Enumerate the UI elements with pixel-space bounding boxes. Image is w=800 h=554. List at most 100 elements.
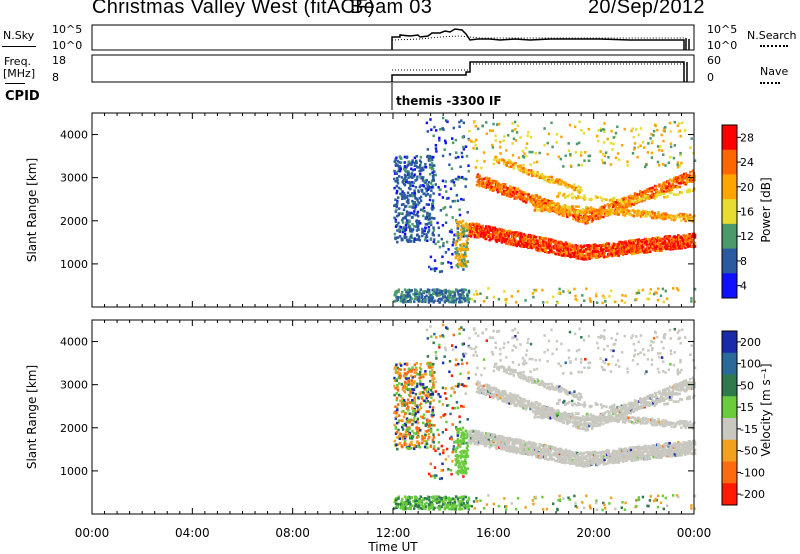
range-gate-cell	[429, 118, 432, 121]
range-gate-cell	[496, 231, 499, 234]
range-gate-cell	[464, 251, 467, 255]
range-gate-cell	[630, 209, 633, 213]
range-gate-cell	[680, 219, 683, 222]
range-gate-cell	[402, 415, 406, 419]
range-gate-cell	[395, 392, 398, 395]
range-gate-cell	[424, 401, 428, 404]
range-gate-cell	[433, 267, 437, 270]
range-gate-cell	[462, 145, 465, 149]
range-gate-cell	[431, 411, 435, 415]
range-gate-cell	[419, 195, 423, 199]
range-gate-cell	[510, 295, 513, 298]
range-gate-cell	[482, 185, 486, 188]
range-gate-cell	[584, 196, 587, 200]
range-gate-cell	[414, 403, 417, 407]
range-gate-cell	[409, 394, 412, 398]
range-gate-cell	[413, 371, 416, 374]
range-gate-cell	[397, 419, 401, 422]
nsky-trace	[391, 28, 690, 50]
range-gate-cell	[396, 182, 400, 185]
range-gate-cell	[610, 200, 613, 204]
range-gate-cell	[663, 196, 666, 199]
range-gate-cell	[408, 495, 411, 499]
range-gate-cell	[410, 233, 413, 237]
range-gate-cell	[396, 443, 400, 446]
range-gate-cell	[408, 501, 411, 504]
range-gate-cell	[401, 296, 405, 299]
range-gate-cell	[403, 380, 407, 384]
range-gate-cell	[487, 186, 490, 189]
range-gate-cell	[443, 148, 446, 151]
range-gate-cell	[534, 206, 537, 210]
range-gate-cell	[690, 137, 693, 140]
range-gate-cell	[537, 208, 540, 212]
range-gate-cell	[407, 176, 410, 179]
range-gate-cell	[413, 432, 416, 435]
range-gate-cell	[473, 300, 476, 303]
range-gate-cell	[418, 408, 421, 412]
range-gate-cell	[565, 243, 569, 247]
range-gate-cell	[534, 198, 537, 202]
range-gate-cell	[679, 179, 682, 182]
range-gate-cell	[462, 244, 465, 248]
range-gate-cell	[520, 232, 523, 235]
range-gate-cell	[664, 240, 667, 243]
range-gate-cell	[461, 500, 464, 503]
range-gate-cell	[514, 139, 518, 142]
range-gate-cell	[397, 428, 400, 432]
range-gate-cell	[624, 294, 627, 298]
range-gate-cell	[403, 372, 407, 375]
range-gate-cell	[513, 231, 517, 234]
range-gate-cell	[411, 437, 414, 440]
range-gate-cell	[433, 164, 436, 167]
range-gate-cell	[401, 230, 404, 234]
range-gate-cell	[417, 435, 420, 438]
range-gate-cell	[610, 248, 613, 251]
range-gate-cell	[413, 207, 417, 210]
range-gate-cell	[416, 175, 419, 179]
range-gate-cell	[413, 368, 416, 372]
range-gate-cell	[577, 245, 580, 249]
range-gate-cell	[494, 238, 497, 242]
range-gate-cell	[409, 507, 412, 511]
range-gate-cell	[644, 237, 648, 241]
range-gate-cell	[650, 193, 653, 197]
range-gate-cell	[438, 193, 441, 196]
range-gate-cell	[413, 194, 417, 197]
range-gate-cell	[522, 233, 526, 236]
range-gate-cell	[689, 146, 692, 149]
range-gate-cell	[620, 144, 624, 147]
range-gate-cell	[532, 195, 535, 198]
range-gate-cell	[398, 414, 401, 417]
range-gate-cell	[429, 221, 433, 225]
range-gate-cell	[568, 244, 571, 247]
range-gate-cell	[494, 134, 497, 138]
range-gate-cell	[573, 195, 576, 199]
range-gate-cell	[657, 248, 660, 251]
range-gate-cell	[440, 291, 443, 294]
range-gate-cell	[444, 291, 448, 295]
range-gate-cell	[419, 506, 422, 510]
range-gate-cell	[574, 297, 577, 301]
range-gate-cell	[395, 369, 398, 373]
range-gate-cell	[623, 247, 626, 250]
range-gate-cell	[417, 300, 420, 303]
range-gate-cell	[421, 230, 424, 233]
range-gate-cell	[441, 224, 445, 227]
range-gate-cell	[483, 236, 486, 239]
range-gate-cell	[455, 219, 458, 222]
range-gate-cell	[395, 502, 398, 505]
range-gate-cell	[460, 248, 464, 251]
range-gate-cell	[648, 292, 652, 295]
range-gate-cell	[451, 199, 454, 203]
range-gate-cell	[491, 146, 495, 149]
range-gate-cell	[594, 253, 598, 257]
range-gate-cell	[433, 506, 436, 510]
range-gate-cell	[397, 221, 400, 225]
range-gate-cell	[614, 131, 618, 135]
range-gate-cell	[415, 178, 419, 181]
range-gate-cell	[614, 206, 617, 209]
range-gate-cell	[511, 241, 514, 245]
range-gate-cell	[607, 242, 611, 246]
